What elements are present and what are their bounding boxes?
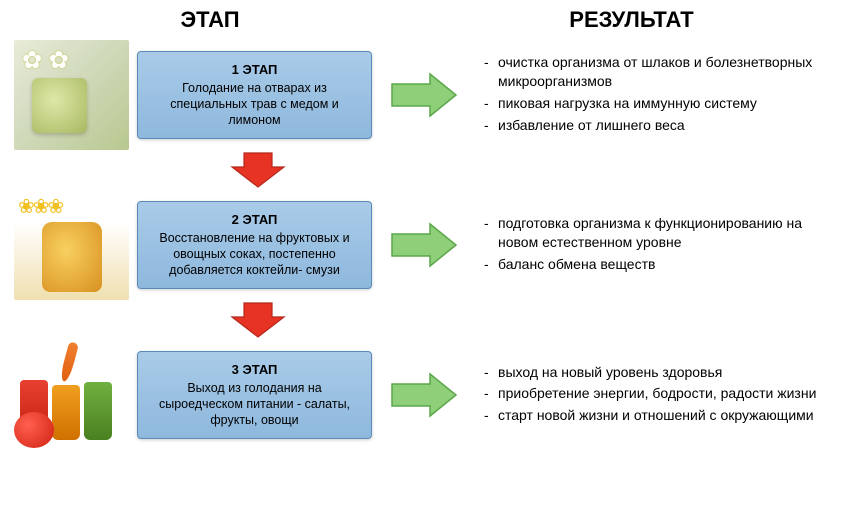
stage-desc: Голодание на отварах из специальных трав…: [150, 80, 359, 129]
stage-title: 2 ЭТАП: [150, 212, 359, 227]
vegetable-juice-photo: [14, 340, 129, 450]
result-item: подготовка организма к функционированию …: [478, 214, 833, 253]
stage-desc: Выход из голодания на сыроедческом питан…: [150, 380, 359, 429]
result-item: очистка организма от шлаков и болезнетво…: [478, 53, 833, 92]
stage-desc: Восстановление на фруктовых и овощных со…: [150, 230, 359, 279]
results-list-3: выход на новый уровень здоровья приобрет…: [478, 363, 843, 428]
stage-title: 1 ЭТАП: [150, 62, 359, 77]
green-arrow-icon: [390, 220, 460, 270]
stage-box-2: 2 ЭТАП Восстановление на фруктовых и ово…: [137, 201, 372, 290]
result-item: старт новой жизни и отношений с окружающ…: [478, 406, 833, 426]
result-item: приобретение энергии, бодрости, радости …: [478, 384, 833, 404]
red-down-arrow-icon: [228, 301, 288, 339]
stage-row-1: 1 ЭТАП Голодание на отварах из специальн…: [0, 40, 843, 150]
stage-header: ЭТАП: [0, 7, 420, 33]
stage-box-1: 1 ЭТАП Голодание на отварах из специальн…: [137, 51, 372, 140]
honey-jar-photo: [14, 190, 129, 300]
stage-title: 3 ЭТАП: [150, 362, 359, 377]
result-item: баланс обмена веществ: [478, 255, 833, 275]
green-arrow-icon: [390, 70, 460, 120]
stage-row-2: 2 ЭТАП Восстановление на фруктовых и ово…: [0, 190, 843, 300]
result-item: избавление от лишнего веса: [478, 116, 833, 136]
herbal-tea-photo: [14, 40, 129, 150]
result-header: РЕЗУЛЬТАТ: [420, 7, 843, 33]
results-list-2: подготовка организма к функционированию …: [478, 214, 843, 277]
result-item: выход на новый уровень здоровья: [478, 363, 833, 383]
green-arrow-icon: [390, 370, 460, 420]
results-list-1: очистка организма от шлаков и болезнетво…: [478, 53, 843, 137]
stage-box-3: 3 ЭТАП Выход из голодания на сыроедческо…: [137, 351, 372, 440]
red-down-arrow-icon: [228, 151, 288, 189]
result-item: пиковая нагрузка на иммунную систему: [478, 94, 833, 114]
stage-row-3: 3 ЭТАП Выход из голодания на сыроедческо…: [0, 340, 843, 450]
